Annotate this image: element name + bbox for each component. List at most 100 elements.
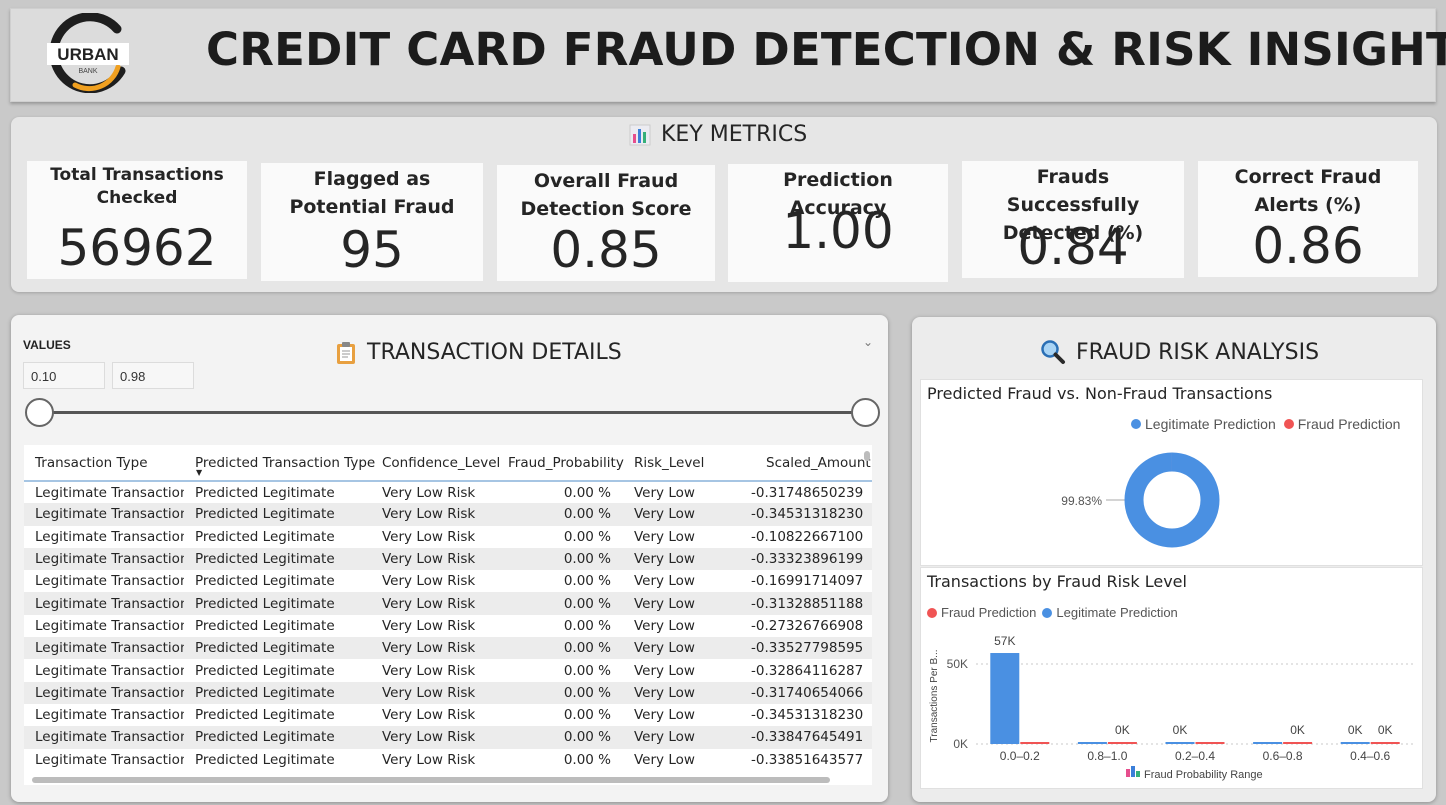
table-cell: Very Low bbox=[623, 726, 740, 749]
table-row[interactable]: Legitimate Transaction Predicted Legitima… bbox=[24, 749, 872, 771]
bar-fraud[interactable] bbox=[1020, 742, 1050, 744]
table-row[interactable]: Legitimate Transaction Predicted Legitima… bbox=[24, 481, 872, 503]
bar-legitimate[interactable] bbox=[990, 653, 1020, 744]
table-cell: Predicted Legitimate bbox=[195, 707, 335, 724]
table-cell: Very Low bbox=[634, 662, 695, 679]
table-cell: Very Low bbox=[634, 617, 695, 634]
legend-label-fraud: Fraud Prediction bbox=[941, 605, 1037, 620]
x-tick-label: 0.4–0.6 bbox=[1350, 749, 1390, 763]
slicer-min-input[interactable]: 0.10 bbox=[23, 362, 105, 389]
donut-slice-fraud[interactable] bbox=[1124, 452, 1220, 548]
legend-label-legitimate: Legitimate Prediction bbox=[1056, 605, 1178, 620]
slicer-max-input[interactable]: 0.98 bbox=[112, 362, 194, 389]
column-header[interactable]: Fraud_Probability bbox=[497, 445, 624, 482]
metric-label: Overall Fraud Detection Score bbox=[520, 170, 692, 220]
metric-label: Flagged as Potential Fraud bbox=[289, 168, 455, 218]
column-header[interactable]: Scaled_Amount bbox=[740, 445, 872, 482]
table-cell: Very Low bbox=[634, 528, 695, 545]
table-cell: Legitimate Transaction bbox=[24, 592, 184, 615]
urban-bank-logo: URBAN BANK bbox=[47, 13, 129, 93]
x-tick-label: 0.8–1.0 bbox=[1087, 749, 1127, 763]
table-cell: -0.32864116287 bbox=[751, 662, 864, 679]
table-row[interactable]: Legitimate Transaction Predicted Legitima… bbox=[24, 547, 872, 571]
bar-data-label: 0K bbox=[1348, 723, 1363, 737]
table-row[interactable]: Legitimate Transaction Predicted Legitima… bbox=[24, 526, 872, 548]
table-cell: Predicted Legitimate bbox=[184, 637, 371, 660]
x-axis-label: Fraud Probability Range bbox=[1144, 769, 1263, 781]
table-cell: Legitimate Transaction bbox=[35, 662, 184, 679]
table-row[interactable]: Legitimate Transaction Predicted Legitima… bbox=[24, 503, 872, 526]
range-slider-track[interactable] bbox=[39, 411, 865, 414]
legend-label-legitimate: Legitimate Prediction bbox=[1145, 416, 1276, 432]
table-header-row: Transaction Type Predicted Transaction T… bbox=[24, 445, 872, 482]
table-cell: Predicted Legitimate bbox=[184, 681, 371, 704]
chevron-down-icon[interactable]: ⌄ bbox=[863, 335, 874, 349]
metric-card-total-transactions: Total Transactions Checked 56962 bbox=[27, 161, 247, 279]
column-header-sorted[interactable]: Predicted Transaction Type ▼ bbox=[184, 445, 375, 482]
fraud-risk-panel: FRAUD RISK ANALYSIS Predicted Fraud vs. … bbox=[912, 317, 1436, 802]
x-tick-label: 0.2–0.4 bbox=[1175, 749, 1215, 763]
bar-legitimate[interactable] bbox=[1165, 742, 1195, 744]
bar-legitimate[interactable] bbox=[1253, 742, 1283, 744]
table-cell: Legitimate Transaction bbox=[24, 637, 184, 660]
table-cell: -0.16991714097 bbox=[751, 573, 864, 590]
table-cell: Very Low Risk bbox=[371, 681, 497, 704]
bar-legitimate[interactable] bbox=[1077, 742, 1107, 744]
vertical-scrollbar[interactable] bbox=[864, 451, 870, 461]
table-cell: 0.00 % bbox=[563, 528, 611, 545]
horizontal-scrollbar[interactable] bbox=[32, 777, 830, 783]
table-row[interactable]: Legitimate Transaction Predicted Legitima… bbox=[24, 704, 872, 726]
slider-max-handle[interactable] bbox=[851, 398, 880, 427]
table-cell: Very Low bbox=[623, 592, 740, 615]
x-tick-label: 0.0–0.2 bbox=[1000, 749, 1040, 763]
metric-label: Frauds Successfully Detected (%) bbox=[1002, 166, 1144, 244]
table-cell: 0.00 % bbox=[497, 547, 623, 571]
table-cell: Legitimate Transaction bbox=[35, 707, 184, 724]
bar-legend: Fraud Prediction Legitimate Prediction bbox=[927, 605, 1178, 620]
table-cell: Legitimate Transaction bbox=[35, 617, 184, 634]
clipboard-icon bbox=[337, 341, 355, 364]
page-title: CREDIT CARD FRAUD DETECTION & RISK INSIG… bbox=[206, 23, 1446, 76]
table-cell: 0.00 % bbox=[563, 617, 611, 634]
table-row[interactable]: Legitimate Transaction Predicted Legitima… bbox=[24, 637, 872, 660]
table-cell: Very Low Risk bbox=[382, 751, 476, 768]
table-row[interactable]: Legitimate Transaction Predicted Legitima… bbox=[24, 726, 872, 749]
bar-fraud[interactable] bbox=[1195, 742, 1225, 744]
table-cell: Very Low Risk bbox=[371, 592, 497, 615]
y-tick-label: 50K bbox=[947, 657, 968, 671]
table-row[interactable]: Legitimate Transaction Predicted Legitima… bbox=[24, 570, 872, 592]
table-row[interactable]: Legitimate Transaction Predicted Legitima… bbox=[24, 615, 872, 637]
table-cell: -0.34531318230 bbox=[751, 707, 864, 724]
table-cell: Very Low bbox=[634, 573, 695, 590]
donut-slice-legitimate[interactable] bbox=[1124, 452, 1220, 548]
table-row[interactable]: Legitimate Transaction Predicted Legitima… bbox=[24, 681, 872, 704]
table-cell: Legitimate Transaction bbox=[35, 751, 184, 768]
legend-dot-legitimate bbox=[1131, 419, 1141, 429]
column-header[interactable]: Confidence_Level bbox=[371, 445, 500, 482]
donut-chart-title: Predicted Fraud vs. Non-Fraud Transactio… bbox=[927, 384, 1273, 403]
slicer-label: VALUES bbox=[23, 338, 71, 352]
table-row[interactable]: Legitimate Transaction Predicted Legitima… bbox=[24, 659, 872, 681]
table-cell: Legitimate Transaction bbox=[24, 547, 184, 571]
column-header[interactable]: Transaction Type bbox=[24, 445, 184, 482]
metric-card-correct-alerts: Correct Fraud Alerts (%) 0.86 bbox=[1198, 161, 1418, 277]
table-cell: Very Low bbox=[634, 707, 695, 724]
bar-fraud[interactable] bbox=[1370, 742, 1400, 744]
table-cell: 0.00 % bbox=[563, 707, 611, 724]
bar-fraud[interactable] bbox=[1107, 742, 1137, 744]
column-header[interactable]: Risk_Level bbox=[623, 445, 740, 482]
table-cell: Very Low Risk bbox=[371, 503, 497, 526]
table-cell: Predicted Legitimate bbox=[195, 573, 335, 590]
bar-chart-panel: Transactions by Fraud Risk Level Fraud P… bbox=[920, 567, 1423, 789]
bar-fraud[interactable] bbox=[1283, 742, 1313, 744]
bar-legitimate[interactable] bbox=[1340, 742, 1370, 744]
table-cell: 0.00 % bbox=[497, 726, 623, 749]
table-cell: Very Low bbox=[623, 681, 740, 704]
metric-value: 95 bbox=[340, 221, 404, 279]
table-row[interactable]: Legitimate Transaction Predicted Legitima… bbox=[24, 592, 872, 615]
bar-chart-icon-bar bbox=[1136, 771, 1140, 777]
table-cell: Predicted Legitimate bbox=[195, 662, 335, 679]
slider-min-handle[interactable] bbox=[25, 398, 54, 427]
legend-dot-fraud bbox=[1283, 419, 1294, 429]
table-cell: Very Low bbox=[634, 484, 695, 501]
